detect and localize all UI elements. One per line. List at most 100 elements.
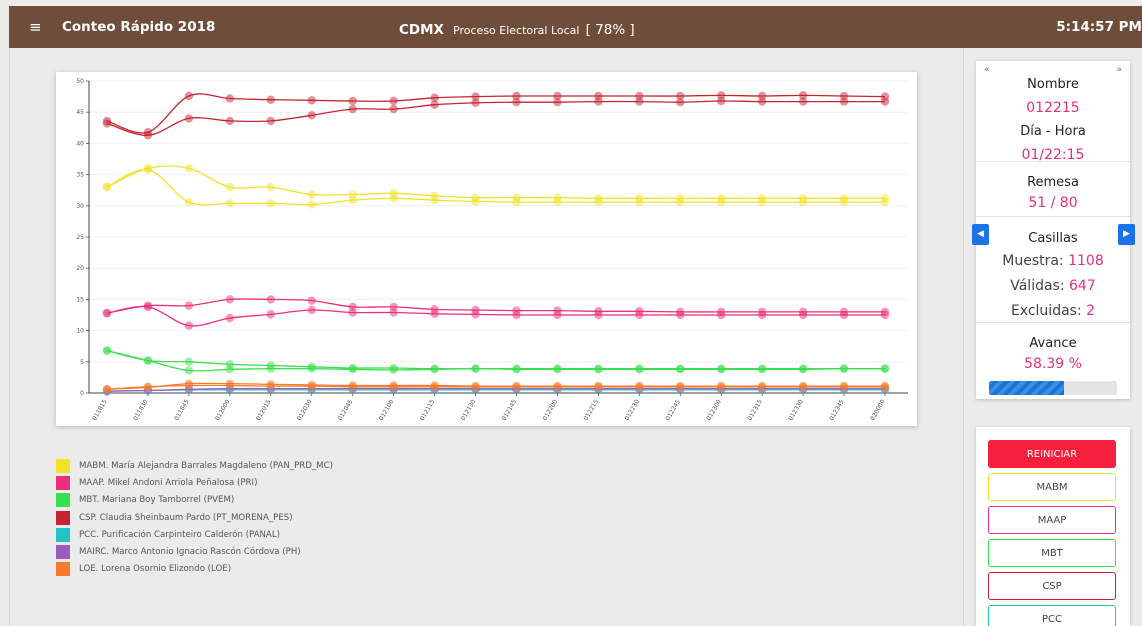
data-point-csp: [798, 97, 808, 106]
legend-swatch: [56, 562, 70, 577]
left-divider: [9, 48, 10, 626]
x-tick-label: 012045: [337, 398, 355, 421]
data-point-mabm: [266, 182, 275, 192]
data-point-csp: [266, 95, 275, 104]
mabm-button[interactable]: MABM: [988, 473, 1116, 501]
right-arrow-icon[interactable]: ▶: [1118, 224, 1135, 245]
data-point-mabm: [757, 197, 767, 207]
data-point-mabm: [839, 197, 849, 207]
excluidas-value: 2: [1086, 303, 1096, 319]
avance-section: Avance 58.39 %: [976, 323, 1130, 395]
data-point-mbt: [307, 364, 316, 373]
top-bar: ≡ Conteo Rápido 2018 CDMX Proceso Electo…: [9, 6, 1142, 48]
remesa-label: Remesa: [1027, 175, 1079, 190]
data-point-csp: [880, 97, 890, 106]
state-name: CDMX: [399, 22, 444, 38]
data-point-csp: [266, 116, 275, 126]
data-point-mbt: [839, 364, 849, 373]
y-tick-label: 20: [76, 265, 84, 272]
data-point-mbt: [880, 364, 890, 373]
data-point-csp: [757, 97, 767, 106]
data-point-loe: [512, 381, 521, 391]
x-tick-label: 012130: [460, 398, 478, 421]
remesa-value: 51 / 80: [1028, 195, 1078, 211]
excluidas-label: Excluidas:: [1010, 303, 1082, 319]
data-point-loe: [225, 379, 235, 388]
x-tick-label: 012315: [746, 398, 764, 421]
data-point-mbt: [266, 364, 275, 373]
next-icon[interactable]: »: [1116, 65, 1122, 75]
legend-item: PCC. Purificación Carpinteiro Calderón (…: [56, 526, 333, 543]
process-info: CDMX Proceso Electoral Local [ 78% ]: [399, 19, 635, 38]
x-tick-label: 012245: [664, 398, 682, 421]
data-point-mbt: [471, 364, 480, 373]
avance-progress-fill: [989, 381, 1064, 395]
data-point-loe: [184, 379, 194, 388]
x-tick-label: 012030: [296, 398, 314, 421]
x-tick-label: 012145: [501, 398, 519, 421]
data-point-maap: [594, 310, 603, 320]
y-tick-label: 5: [80, 359, 84, 366]
legend-item: LOE. Lorena Osornio Elizondo (LOE): [56, 561, 333, 578]
data-point-mabm: [717, 197, 726, 207]
data-point-maap: [471, 310, 480, 319]
legend-item: MBT. Mariana Boy Tamborrel (PVEM): [56, 492, 333, 509]
data-point-loe: [676, 381, 685, 391]
legend-swatch: [56, 545, 70, 560]
data-point-loe: [307, 380, 316, 390]
data-point-mbt: [184, 357, 194, 366]
avance-progress-bar: [989, 381, 1117, 395]
maap-button[interactable]: MAAP: [988, 506, 1116, 534]
data-point-mabm: [635, 197, 644, 207]
x-tick-label: 011830: [132, 398, 150, 421]
data-point-mbt: [635, 365, 644, 374]
x-tick-label: 020000: [869, 398, 887, 421]
csp-button[interactable]: CSP: [988, 572, 1116, 600]
data-point-maap: [880, 310, 890, 320]
reset-button[interactable]: REINICIAR: [988, 440, 1116, 468]
data-point-mbt: [757, 365, 767, 374]
x-tick-label: 011845: [173, 398, 191, 421]
data-point-mbt: [594, 365, 603, 374]
data-point-loe: [798, 381, 808, 391]
data-point-csp: [184, 114, 194, 123]
data-point-csp: [102, 119, 112, 128]
x-tick-label: 012200: [542, 398, 560, 421]
x-tick-label: 012115: [419, 398, 437, 421]
pcc-button[interactable]: PCC: [988, 605, 1116, 626]
data-point-mabm: [225, 182, 235, 192]
dia-hora-label: Día - Hora: [1020, 124, 1086, 139]
data-point-mabm: [307, 200, 316, 209]
y-tick-label: 50: [76, 78, 84, 85]
previous-icon[interactable]: «: [984, 65, 990, 75]
data-point-csp: [676, 91, 685, 101]
legend-item: MABM. María Alejandra Barrales Magdaleno…: [56, 457, 333, 474]
y-tick-label: 10: [76, 328, 84, 335]
series-line-mabm: [106, 165, 885, 199]
casillas-label: Casillas: [1028, 231, 1078, 246]
left-arrow-icon[interactable]: ◀: [972, 224, 989, 245]
data-point-maap: [143, 302, 153, 312]
menu-icon[interactable]: ≡: [29, 18, 42, 36]
data-point-mabm: [798, 197, 808, 207]
validas-value: 647: [1069, 278, 1096, 294]
validas-label: Válidas:: [1010, 278, 1065, 294]
data-point-loe: [594, 381, 603, 391]
data-point-mabm: [184, 164, 194, 173]
series-line-csp: [106, 93, 886, 134]
data-point-loe: [553, 381, 562, 391]
avance-value: 58.39 %: [1024, 356, 1082, 372]
data-point-loe: [102, 385, 112, 394]
series-line-mbt: [106, 349, 885, 370]
data-point-csp: [512, 91, 521, 101]
data-point-mbt: [143, 356, 153, 365]
clock: 5:14:57 PM: [1056, 19, 1142, 35]
data-point-mbt: [389, 365, 398, 375]
data-point-mabm: [594, 197, 603, 207]
data-point-mbt: [430, 365, 439, 374]
data-point-mabm: [266, 199, 275, 208]
data-point-maap: [839, 310, 849, 320]
data-point-mbt: [553, 365, 562, 374]
data-point-mbt: [798, 365, 808, 374]
mbt-button[interactable]: MBT: [988, 539, 1116, 567]
